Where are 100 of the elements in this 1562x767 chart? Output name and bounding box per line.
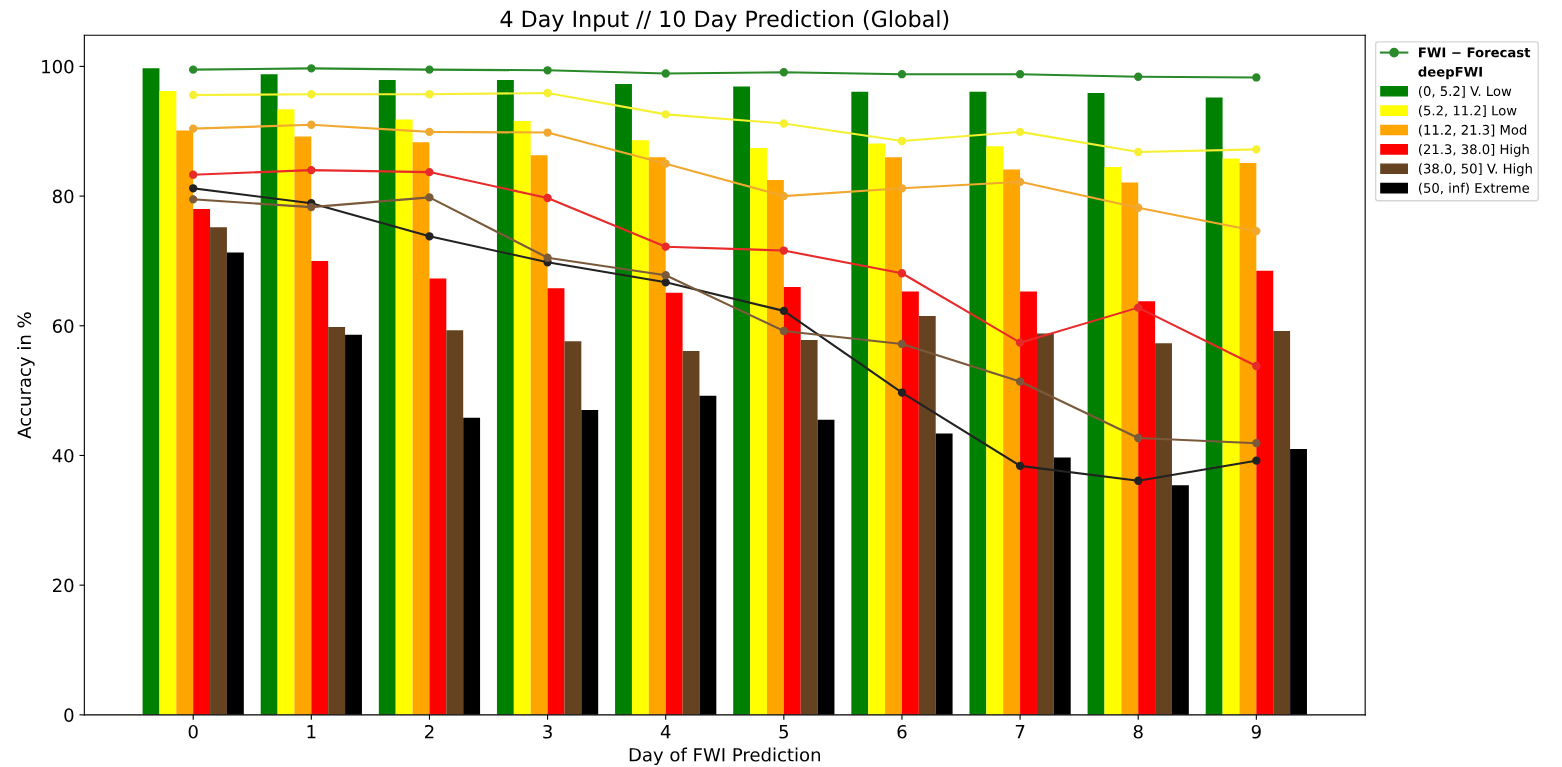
point (543, 128, 552, 137)
y-tick-label: 40 (52, 448, 74, 463)
point (543, 253, 552, 262)
bar (260, 74, 278, 715)
point (1134, 203, 1143, 212)
bar (1121, 182, 1139, 715)
bar (783, 286, 801, 715)
bar (665, 292, 683, 715)
x-tick-label: 7 (1015, 725, 1025, 739)
bar (1087, 92, 1105, 715)
point (307, 120, 316, 129)
bar (851, 91, 869, 715)
point (897, 184, 907, 193)
point (189, 195, 198, 204)
point (189, 184, 198, 193)
legend-label: (21.3, 38.0] High (1418, 143, 1529, 157)
bar (176, 130, 194, 715)
bar (193, 209, 211, 715)
legend-title: deepFWI (1418, 66, 1482, 80)
bar (311, 260, 329, 715)
point (661, 69, 670, 78)
bar (547, 288, 565, 715)
bar (800, 340, 818, 715)
bar (1138, 301, 1156, 715)
point (1015, 461, 1025, 471)
bar (1222, 158, 1240, 715)
point (897, 269, 907, 278)
point (779, 68, 788, 77)
point (897, 339, 907, 349)
legend-label: (50, inf) Extreme (1418, 182, 1530, 195)
bar (1256, 270, 1274, 715)
point (779, 326, 788, 336)
x-tick-label: 4 (660, 725, 671, 739)
point (779, 306, 788, 316)
bar (429, 278, 447, 715)
y-tick-label: 20 (52, 578, 74, 593)
point (661, 110, 670, 119)
point (1252, 145, 1261, 154)
bar (750, 148, 767, 715)
point (307, 64, 316, 73)
point (425, 127, 434, 137)
point (307, 202, 316, 212)
bar (142, 68, 160, 715)
x-tick-label: 9 (1251, 724, 1261, 739)
x-tick-label: 6 (897, 724, 907, 739)
point (779, 119, 788, 128)
point (543, 66, 552, 75)
bar (277, 109, 295, 715)
bar (496, 80, 514, 715)
point (1252, 73, 1261, 82)
bar (868, 143, 886, 715)
x-tick-label: 8 (1133, 724, 1143, 739)
bar (1239, 163, 1257, 715)
point (661, 159, 670, 168)
point (1252, 438, 1261, 448)
y-axis-title: Accuracy in % (17, 312, 35, 439)
legend-label: (0, 5.2] V. Low (1418, 85, 1512, 98)
x-tick-label: 3 (543, 724, 552, 739)
point (1015, 70, 1025, 79)
point (189, 170, 198, 179)
x-tick-label: 2 (425, 724, 434, 739)
point (779, 246, 788, 255)
bar (733, 86, 751, 715)
y-tick-label: 60 (52, 319, 74, 333)
bar (446, 330, 464, 715)
bar (682, 351, 700, 715)
point (1252, 226, 1261, 236)
point (1134, 433, 1143, 443)
bar (1036, 333, 1054, 715)
legend-label: (5.2, 11.2] Low (1418, 105, 1517, 118)
point (307, 90, 316, 99)
point (425, 193, 434, 202)
point (1252, 361, 1261, 371)
bar (1104, 166, 1122, 715)
legend-label: (38.0, 50] V. High (1418, 163, 1532, 177)
point (897, 136, 907, 146)
bar (766, 179, 784, 715)
y-tick-label: 80 (52, 189, 74, 204)
bar (530, 155, 548, 715)
point (1015, 127, 1025, 137)
point (661, 271, 670, 280)
bar (885, 157, 902, 715)
point (425, 65, 434, 74)
point (425, 90, 434, 99)
point (189, 124, 198, 133)
point (1015, 377, 1025, 386)
point (189, 90, 198, 100)
bar (969, 91, 987, 715)
bar (513, 120, 531, 715)
bar (328, 327, 346, 715)
x-tick-label: 1 (307, 725, 316, 739)
bar (1003, 169, 1021, 715)
legend-label: FWI − Forecast (1419, 47, 1531, 58)
chart-title: 4 Day Input // 10 Day Prediction (Global) (500, 10, 949, 32)
bar (631, 140, 649, 715)
point (897, 70, 907, 79)
bar (294, 136, 312, 715)
point (897, 388, 907, 397)
bar (1155, 343, 1172, 715)
bar (378, 80, 396, 715)
